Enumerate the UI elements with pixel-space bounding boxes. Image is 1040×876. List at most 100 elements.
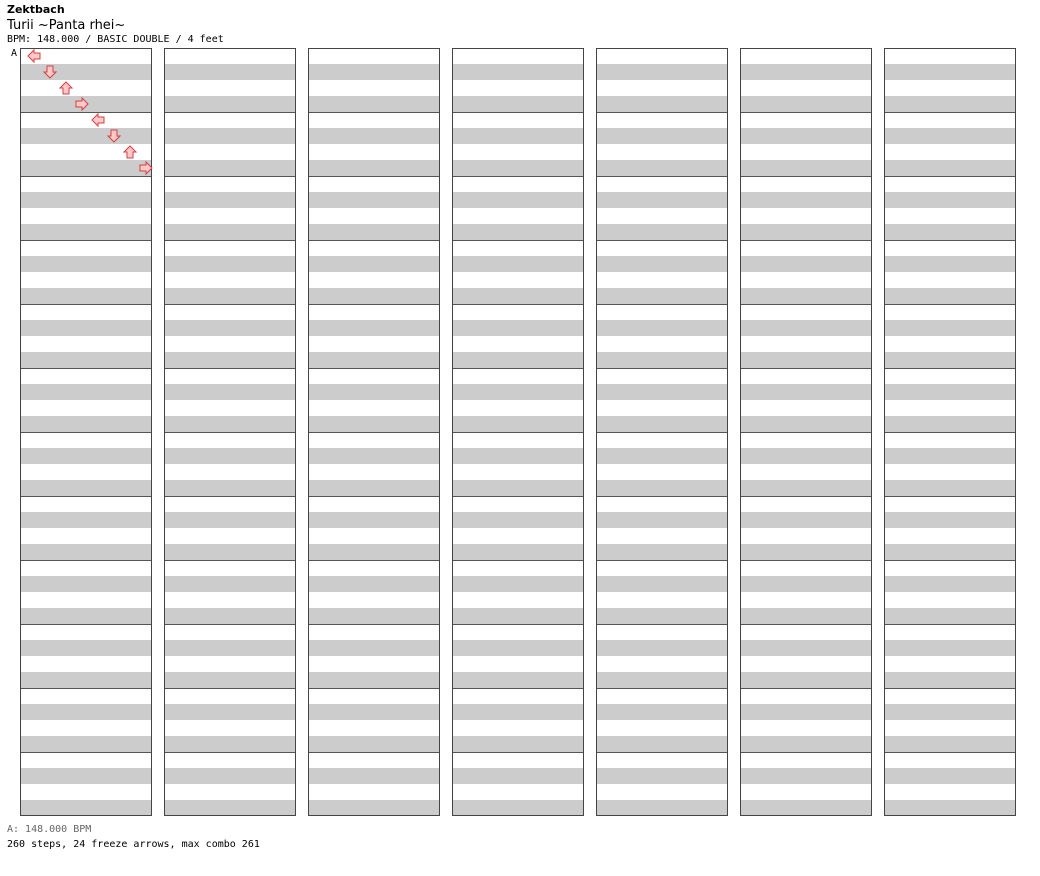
- beat-stripe: [452, 160, 584, 176]
- beat-stripe: [308, 448, 440, 464]
- beat-stripe: [308, 512, 440, 528]
- beat-stripe: [596, 800, 728, 816]
- beat-stripe: [740, 480, 872, 496]
- beat-stripe: [164, 640, 296, 656]
- beat-stripe: [884, 800, 1016, 816]
- beat-stripe: [452, 192, 584, 208]
- beat-stripe: [164, 448, 296, 464]
- step-arrow: [122, 145, 138, 159]
- beat-stripe: [740, 512, 872, 528]
- beat-stripe: [164, 224, 296, 240]
- beat-stripe: [308, 256, 440, 272]
- beat-stripe: [452, 608, 584, 624]
- beat-stripe: [308, 640, 440, 656]
- beat-stripe: [164, 320, 296, 336]
- beat-stripe: [740, 448, 872, 464]
- beat-stripe: [20, 128, 152, 144]
- arrow-shape: [58, 81, 74, 95]
- beat-stripe: [884, 768, 1016, 784]
- beat-stripe: [308, 160, 440, 176]
- beat-stripe: [596, 448, 728, 464]
- beat-stripe: [164, 736, 296, 752]
- beat-stripe: [884, 352, 1016, 368]
- beat-stripe: [596, 192, 728, 208]
- beat-stripe: [308, 320, 440, 336]
- beat-stripe: [308, 800, 440, 816]
- chart-column: [740, 48, 872, 816]
- chart-column: [884, 48, 1016, 816]
- beat-stripe: [20, 416, 152, 432]
- beat-stripe: [740, 736, 872, 752]
- beat-stripe: [452, 640, 584, 656]
- beat-stripe: [20, 448, 152, 464]
- beat-stripe: [596, 256, 728, 272]
- beat-stripe: [596, 384, 728, 400]
- beat-stripe: [740, 576, 872, 592]
- beat-stripe: [164, 544, 296, 560]
- beat-stripe: [452, 704, 584, 720]
- chart-column: [452, 48, 584, 816]
- beat-stripe: [740, 416, 872, 432]
- beat-stripe: [740, 224, 872, 240]
- beat-stripe: [20, 800, 152, 816]
- beat-stripe: [884, 576, 1016, 592]
- beat-stripe: [164, 800, 296, 816]
- beat-stripe: [308, 384, 440, 400]
- beat-stripe: [452, 800, 584, 816]
- beat-stripe: [596, 416, 728, 432]
- beat-stripe: [308, 96, 440, 112]
- step-arrow: [139, 160, 153, 176]
- beat-stripe: [884, 480, 1016, 496]
- beat-stripe: [596, 608, 728, 624]
- column-border: [452, 48, 584, 816]
- beat-stripe: [452, 352, 584, 368]
- arrow-shape: [75, 96, 89, 112]
- beat-stripe: [308, 224, 440, 240]
- beat-stripe: [740, 128, 872, 144]
- beat-stripe: [452, 480, 584, 496]
- beat-stripe: [596, 288, 728, 304]
- beat-stripe: [452, 384, 584, 400]
- beat-stripe: [740, 800, 872, 816]
- beat-stripe: [740, 384, 872, 400]
- beat-stripe: [596, 736, 728, 752]
- beat-stripe: [308, 736, 440, 752]
- beat-stripe: [452, 64, 584, 80]
- beat-stripe: [20, 256, 152, 272]
- beat-stripe: [452, 128, 584, 144]
- beat-stripe: [452, 768, 584, 784]
- beat-stripe: [740, 192, 872, 208]
- beat-stripe: [20, 512, 152, 528]
- beat-stripe: [308, 416, 440, 432]
- beat-stripe: [884, 96, 1016, 112]
- beat-stripe: [164, 160, 296, 176]
- bpm-marker-label: A: [11, 48, 18, 59]
- beat-stripe: [308, 64, 440, 80]
- beat-stripe: [20, 192, 152, 208]
- beat-stripe: [20, 704, 152, 720]
- beat-stripe: [740, 96, 872, 112]
- beat-stripe: [452, 736, 584, 752]
- beat-stripe: [740, 64, 872, 80]
- beat-stripe: [308, 288, 440, 304]
- beat-stripe: [596, 320, 728, 336]
- beat-stripe: [884, 288, 1016, 304]
- beat-stripe: [452, 416, 584, 432]
- beat-stripe: [20, 160, 152, 176]
- beat-stripe: [884, 320, 1016, 336]
- chart-column: [596, 48, 728, 816]
- beat-stripe: [596, 224, 728, 240]
- beat-stripe: [740, 352, 872, 368]
- beat-stripe: [20, 544, 152, 560]
- step-arrow: [91, 112, 105, 128]
- beat-stripe: [164, 352, 296, 368]
- arrow-shape: [91, 112, 105, 128]
- chart-column: [308, 48, 440, 816]
- beat-stripe: [20, 288, 152, 304]
- beat-stripe: [164, 256, 296, 272]
- beat-stripe: [884, 544, 1016, 560]
- beat-stripe: [20, 320, 152, 336]
- beat-stripe: [596, 672, 728, 688]
- beat-stripe: [452, 576, 584, 592]
- beat-stripe: [308, 768, 440, 784]
